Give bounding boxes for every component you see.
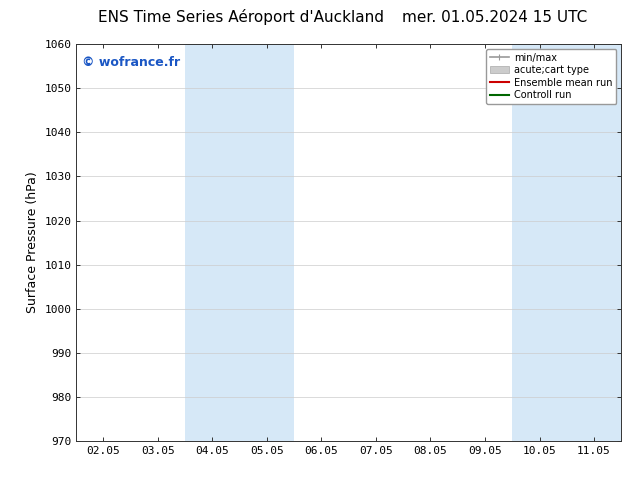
- Bar: [512, 44, 567, 441]
- Text: mer. 01.05.2024 15 UTC: mer. 01.05.2024 15 UTC: [402, 10, 587, 24]
- Legend: min/max, acute;cart type, Ensemble mean run, Controll run: min/max, acute;cart type, Ensemble mean …: [486, 49, 616, 104]
- Text: ENS Time Series Aéroport d'Auckland: ENS Time Series Aéroport d'Auckland: [98, 9, 384, 25]
- Bar: [240, 44, 294, 441]
- Bar: [185, 44, 240, 441]
- Text: © wofrance.fr: © wofrance.fr: [82, 56, 179, 69]
- Y-axis label: Surface Pressure (hPa): Surface Pressure (hPa): [25, 172, 39, 314]
- Bar: [567, 44, 621, 441]
